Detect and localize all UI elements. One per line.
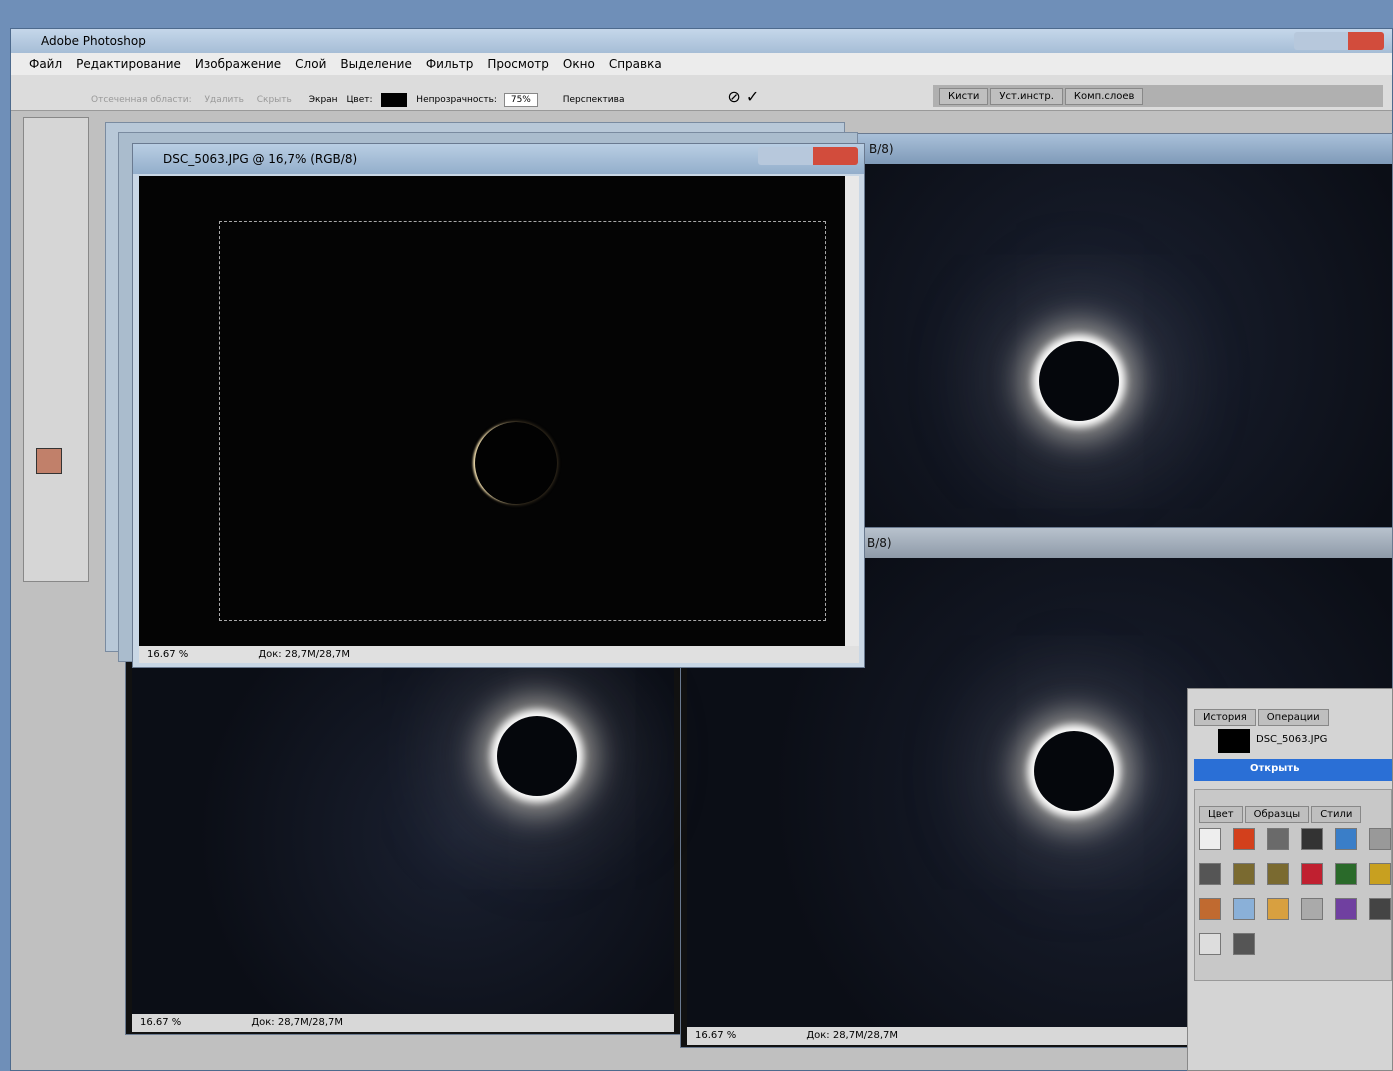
zoom: 16.67 % [147,649,188,660]
style-swatch[interactable] [1233,863,1255,885]
style-swatch[interactable] [1267,863,1289,885]
eclipse-image [497,716,577,796]
input[interactable]: 75% [504,93,538,107]
crop-marquee [219,221,826,621]
palette-tab[interactable]: Кисти [939,88,988,105]
label: Цвет: [346,95,372,105]
style-swatch[interactable] [1267,898,1289,920]
style-swatches [1199,828,1393,958]
menu-item[interactable]: Редактирование [76,57,181,71]
document-window: DSC_5063.JPG @ 16,7% (RGB/8) 16.67 % Док:… [132,143,865,668]
style-swatch[interactable] [1267,828,1289,850]
radio[interactable]: Удалить [205,95,244,105]
panel-tab[interactable]: Операции [1258,709,1329,726]
style-swatch[interactable] [1233,933,1255,955]
snapshot-thumbnail [1218,729,1250,753]
menu-item[interactable]: Просмотр [487,57,549,71]
eclipse-image [1034,731,1114,811]
status-bar: 16.67 % Док: 28,7M/28,7M [132,1014,674,1032]
toolbox [23,117,89,582]
style-swatch[interactable] [1301,863,1323,885]
foreground-color[interactable] [36,448,62,474]
zoom: 16.67 % [695,1030,736,1041]
radio[interactable]: Скрыть [257,95,292,105]
menu-item[interactable]: Фильтр [426,57,473,71]
status-bar: 16.67 % Док: 28,7M/28,7M [139,646,859,663]
label: Непрозрачность: [416,95,497,105]
menu-item[interactable]: Изображение [195,57,281,71]
doc-size: Док: 28,7M/28,7M [251,1017,343,1028]
style-swatch[interactable] [1335,828,1357,850]
panel-tab[interactable]: Образцы [1245,806,1310,823]
style-swatch[interactable] [1199,898,1221,920]
menu-item[interactable]: Слой [295,57,326,71]
history-item[interactable]: Открыть [1194,759,1392,781]
menu-bar: Файл Редактирование Изображение Слой Выделен… [11,53,1392,75]
app-title: Adobe Photoshop [11,29,1392,53]
doc-size: Док: 28,7M/28,7M [258,649,350,660]
canvas [139,176,845,646]
panel-tab[interactable]: История [1194,709,1256,726]
eclipse-image [1039,341,1119,421]
panel-tab[interactable]: Цвет [1199,806,1243,823]
style-swatch[interactable] [1301,898,1323,920]
style-swatch[interactable] [1233,828,1255,850]
window-controls[interactable] [1294,32,1384,50]
style-swatch[interactable] [1301,828,1323,850]
document-window: 16.67 % Док: 28,7M/28,7M [125,655,681,1035]
canvas [132,656,674,1014]
doc-size: Док: 28,7M/28,7M [806,1030,898,1041]
zoom: 16.67 % [140,1017,181,1028]
style-swatch[interactable] [1335,863,1357,885]
menu-item[interactable]: Окно [563,57,595,71]
cancel-button[interactable]: ⊘ ✓ [727,87,759,106]
scrollbar[interactable] [845,176,859,646]
menu-item[interactable]: Справка [609,57,662,71]
eclipse-image [475,422,557,504]
checkbox[interactable]: Перспектива [563,95,625,105]
style-swatch[interactable] [1369,863,1391,885]
checkbox[interactable]: Экран [309,95,338,105]
color-swatch[interactable] [381,93,407,107]
document-title: DSC_5063.JPG @ 16,7% (RGB/8) [133,144,864,174]
screen: Adobe Photoshop Файл Редактирование Изобра… [0,0,1393,1071]
style-swatch[interactable] [1335,898,1357,920]
style-swatch[interactable] [1369,828,1391,850]
style-swatch[interactable] [1199,828,1221,850]
window-controls[interactable] [758,147,858,165]
menu-item[interactable]: Файл [29,57,62,71]
style-swatch[interactable] [1199,933,1221,955]
style-swatch[interactable] [1369,898,1391,920]
style-swatch[interactable] [1199,863,1221,885]
style-swatch[interactable] [1233,898,1255,920]
label: Отсеченная области: [91,95,192,105]
palette-tab[interactable]: Уст.инстр. [990,88,1062,105]
panel-tab[interactable]: Стили [1311,806,1361,823]
menu-item[interactable]: Выделение [340,57,411,71]
palette-tab[interactable]: Комп.слоев [1065,88,1144,105]
